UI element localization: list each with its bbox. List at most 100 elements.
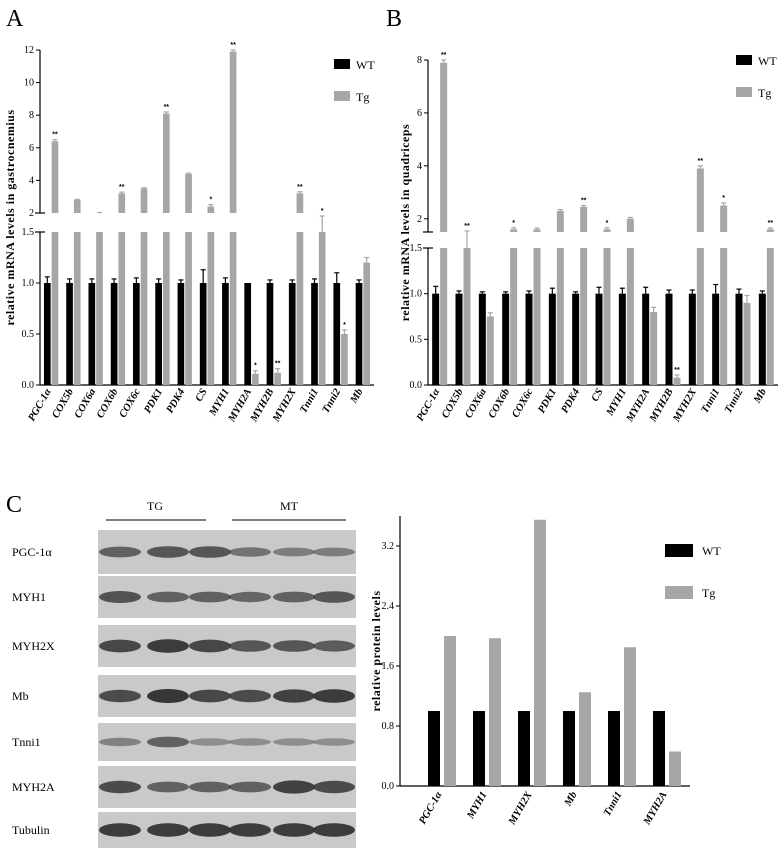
x-tick-label: PGC-1α	[417, 790, 444, 826]
legend-swatch-tg	[334, 91, 350, 101]
bar-wt	[712, 293, 720, 385]
bar-tg	[185, 173, 192, 213]
x-tick-label: CS	[590, 387, 606, 404]
x-tick-label: Tnni1	[602, 790, 625, 818]
significance-mark: **	[119, 184, 125, 191]
bar-wt	[665, 293, 673, 385]
bar-wt	[548, 293, 556, 385]
blot-row-label: MYH2X	[12, 639, 55, 653]
blot-band	[229, 823, 271, 837]
blot-row-label: Tnni1	[12, 735, 41, 749]
blot-band	[147, 546, 189, 558]
bar-tg	[580, 248, 588, 385]
x-tick-label: COX6b	[487, 387, 513, 420]
significance-mark: **	[297, 184, 303, 191]
bar-tg	[140, 232, 148, 385]
x-tick-label: Mb	[562, 790, 579, 809]
bar-wt	[222, 283, 229, 385]
bar-tg	[696, 248, 704, 385]
bar-wt	[66, 283, 73, 385]
y-tick-label: 1.6	[382, 661, 395, 672]
blot-band	[147, 591, 189, 603]
blot-band	[229, 640, 271, 652]
y-tick-label: 0.5	[410, 334, 423, 345]
bar-wt	[428, 711, 440, 786]
bar-tg	[51, 141, 59, 213]
bar-tg	[669, 751, 681, 786]
bar-tg	[626, 218, 634, 232]
chart-a: 0.0 0.5 1.0 1.5 2 4 6 8 10 12 relative mRNA levels…	[3, 42, 375, 425]
y-tick-label: 1.0	[410, 289, 423, 300]
x-tick-label: MYH1	[465, 790, 490, 822]
bar-tg	[743, 302, 751, 385]
significance-mark: *	[209, 197, 212, 204]
blot-band	[189, 823, 231, 837]
x-tick-label: CS	[194, 387, 210, 404]
bar-tg	[720, 248, 728, 385]
x-tick-label: COX6c	[118, 387, 143, 420]
bar-tg	[229, 232, 237, 385]
legend-swatch-wt	[665, 544, 693, 557]
chart-c: 0.0 0.8 1.6 2.4 3.2 relative protein levels PG…	[369, 516, 721, 828]
x-tick-label: PDK4	[165, 387, 188, 415]
x-tick-label: COX5b	[440, 387, 466, 420]
bar-tg	[296, 193, 304, 213]
legend-label: WT	[356, 58, 375, 72]
bar-tg	[274, 372, 281, 385]
x-tick-label: Tnni1	[700, 387, 723, 415]
blot-row-label: Tubulin	[12, 823, 50, 837]
panel-label-b: B	[386, 6, 402, 32]
blot-band	[273, 823, 315, 837]
bar-wt	[43, 283, 51, 385]
blot-band	[99, 639, 141, 653]
blot-band	[99, 823, 141, 837]
y-tick-label: 1.0	[22, 278, 35, 289]
blot-row-label: Mb	[12, 689, 29, 703]
y-tick-label: 2	[417, 214, 422, 225]
blot-band	[229, 591, 271, 603]
bar-wt	[455, 293, 463, 385]
legend-swatch-wt	[334, 59, 350, 69]
panel-label-c: C	[6, 492, 22, 518]
bar-tg	[603, 229, 611, 232]
bar-wt	[177, 283, 185, 385]
x-tick-label: COX6c	[510, 387, 535, 420]
bar-tg	[207, 206, 215, 213]
x-tick-label: PGC-1α	[26, 387, 53, 423]
legend-label: WT	[702, 544, 721, 558]
bar-tg	[510, 229, 518, 232]
legend-label: Tg	[702, 586, 715, 600]
bar-tg	[533, 229, 541, 232]
blot-band	[189, 738, 231, 746]
y-tick-label: 2.4	[382, 601, 395, 612]
blot-band	[313, 640, 355, 652]
y-tick-label: 1.5	[22, 227, 35, 238]
blot-band	[273, 547, 315, 557]
chart-b: 0.0 0.5 1.0 1.5 2 4 6 8 relative mRNA levels in …	[398, 52, 778, 425]
bar-wt	[311, 283, 318, 385]
significance-mark: *	[321, 208, 324, 215]
bar-tg	[252, 373, 259, 385]
bar-tg	[229, 51, 237, 213]
bar-tg	[440, 62, 448, 233]
blot-band	[273, 738, 315, 746]
bar-wt	[478, 293, 486, 385]
bar-tg	[556, 248, 564, 385]
group-label-mt: MT	[280, 499, 299, 513]
y-axis-label: relative mRNA levels in gastrocnemius	[3, 109, 17, 325]
x-tick-label: MYH2X	[506, 789, 535, 828]
x-tick-label: PGC-1α	[415, 387, 442, 423]
blot-band	[99, 591, 141, 603]
bar-tg	[766, 248, 774, 385]
bar-wt	[642, 293, 650, 385]
blot-band	[99, 737, 141, 747]
y-axis-label: relative protein levels	[369, 590, 383, 711]
blot-row-label: MYH1	[12, 590, 46, 604]
group-label-tg: TG	[147, 499, 163, 513]
western-blot: TG MT PGC-1α MYH1 MYH2X Mb Tnni1 MYH2A Tubulin	[12, 499, 356, 848]
blot-band	[147, 736, 189, 748]
y-tick-label: 3.2	[382, 541, 395, 552]
bar-wt	[432, 293, 440, 385]
bar-wt	[355, 283, 363, 385]
